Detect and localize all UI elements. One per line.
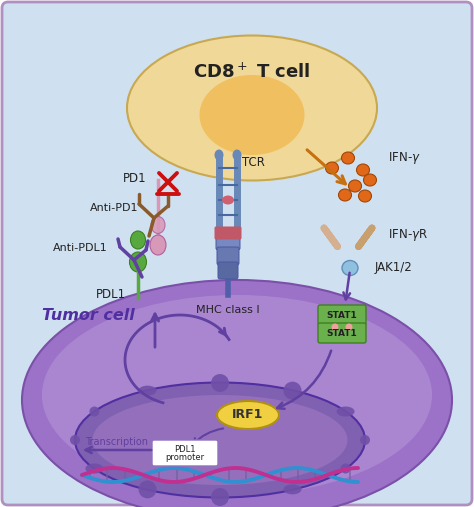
Ellipse shape [215, 150, 224, 161]
Ellipse shape [130, 231, 146, 249]
Text: STAT1: STAT1 [327, 329, 357, 338]
Ellipse shape [326, 162, 338, 174]
Text: IFN-$\gamma$R: IFN-$\gamma$R [388, 227, 428, 243]
Ellipse shape [283, 484, 301, 494]
Text: Anti-PDL1: Anti-PDL1 [53, 243, 108, 253]
Text: PDL1: PDL1 [96, 288, 126, 302]
Text: Anti-PD1: Anti-PD1 [90, 203, 138, 213]
Ellipse shape [233, 150, 241, 161]
FancyBboxPatch shape [217, 247, 239, 265]
Text: JAK1/2: JAK1/2 [375, 262, 413, 274]
FancyBboxPatch shape [218, 262, 238, 279]
Ellipse shape [22, 280, 452, 507]
Ellipse shape [217, 401, 279, 429]
Text: PD1: PD1 [122, 171, 146, 185]
FancyBboxPatch shape [215, 227, 241, 239]
Text: Transcription: Transcription [85, 437, 148, 447]
FancyBboxPatch shape [318, 305, 366, 325]
Ellipse shape [138, 386, 156, 395]
Text: promoter: promoter [165, 453, 205, 462]
Ellipse shape [211, 374, 229, 392]
Ellipse shape [338, 189, 352, 201]
Ellipse shape [200, 75, 304, 155]
Ellipse shape [341, 463, 351, 474]
Ellipse shape [356, 164, 370, 176]
FancyBboxPatch shape [216, 230, 240, 250]
Ellipse shape [342, 261, 358, 275]
Ellipse shape [222, 196, 234, 204]
Ellipse shape [331, 323, 338, 331]
Ellipse shape [75, 382, 365, 497]
Ellipse shape [283, 382, 301, 400]
Text: TCR: TCR [242, 156, 265, 168]
Text: STAT1: STAT1 [327, 310, 357, 319]
Text: IFN-$\gamma$: IFN-$\gamma$ [388, 150, 421, 166]
Ellipse shape [90, 407, 100, 416]
Ellipse shape [358, 190, 372, 202]
Ellipse shape [138, 480, 156, 498]
Ellipse shape [129, 252, 146, 272]
FancyBboxPatch shape [318, 323, 366, 343]
Ellipse shape [151, 216, 165, 234]
Ellipse shape [127, 35, 377, 180]
Ellipse shape [346, 323, 353, 331]
Text: CD8$^+$ T cell: CD8$^+$ T cell [193, 62, 310, 82]
Ellipse shape [85, 463, 103, 474]
Text: PDL1: PDL1 [174, 445, 196, 453]
Ellipse shape [364, 174, 376, 186]
Ellipse shape [348, 180, 362, 192]
Ellipse shape [211, 488, 229, 506]
Ellipse shape [92, 395, 347, 485]
Ellipse shape [42, 295, 432, 495]
Text: IRF1: IRF1 [232, 409, 264, 421]
Ellipse shape [70, 435, 80, 445]
Text: Tumor cell: Tumor cell [42, 308, 135, 322]
Ellipse shape [150, 235, 166, 255]
Ellipse shape [360, 435, 370, 445]
Ellipse shape [337, 407, 355, 416]
FancyBboxPatch shape [152, 440, 218, 466]
Ellipse shape [341, 152, 355, 164]
Text: MHC class I: MHC class I [196, 305, 260, 315]
